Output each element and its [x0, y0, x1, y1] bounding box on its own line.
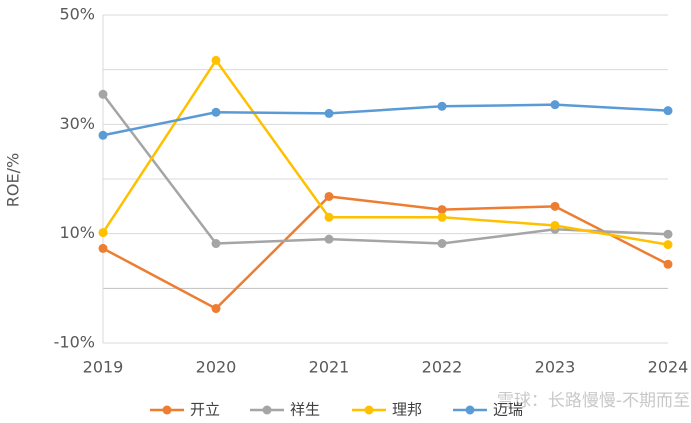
x-tick-label: 2020 [196, 358, 237, 377]
x-tick-label: 2022 [422, 358, 463, 377]
x-tick-label: 2019 [83, 358, 124, 377]
y-tick-label: 30% [59, 114, 95, 133]
legend-label: 理邦 [392, 401, 422, 419]
data-point [324, 108, 334, 118]
data-point [98, 89, 108, 99]
data-point [98, 228, 108, 238]
legend-label: 迈瑞 [493, 401, 523, 419]
data-point [663, 259, 673, 269]
data-point [98, 130, 108, 140]
data-point [437, 205, 447, 215]
data-point [98, 243, 108, 253]
data-point [211, 304, 221, 314]
legend-marker [364, 405, 374, 415]
data-point [437, 239, 447, 249]
series-line [102, 195, 669, 311]
data-point [324, 234, 334, 244]
x-tick-label: 2024 [648, 358, 689, 377]
data-point [211, 239, 221, 249]
series-line [101, 58, 669, 246]
series-line [102, 103, 669, 137]
data-point [550, 201, 560, 211]
data-point [437, 101, 447, 111]
watermark: 雪球：长路慢慢-不期而至 [497, 390, 690, 411]
legend-marker [162, 405, 172, 415]
legend: 开立 祥生 理邦 迈瑞 [150, 401, 523, 419]
legend-label: 祥生 [290, 401, 320, 419]
legend-label: 开立 [190, 401, 220, 419]
y-axis-title: ROE/% [4, 153, 23, 207]
x-tick-label: 2021 [309, 358, 350, 377]
data-point [211, 55, 221, 65]
data-point [324, 212, 334, 222]
y-tick-label: 50% [59, 5, 95, 24]
data-point [663, 229, 673, 239]
legend-marker [262, 405, 272, 415]
data-point [550, 100, 560, 110]
data-point [663, 106, 673, 116]
y-tick-label: 10% [59, 223, 95, 242]
data-point [663, 240, 673, 250]
legend-marker [465, 405, 475, 415]
y-tick-label: -10% [54, 333, 95, 352]
series-line [102, 93, 669, 245]
data-point [211, 107, 221, 117]
data-point [324, 191, 334, 201]
data-point [437, 212, 447, 222]
x-tick-label: 2023 [535, 358, 576, 377]
data-point [550, 220, 560, 230]
